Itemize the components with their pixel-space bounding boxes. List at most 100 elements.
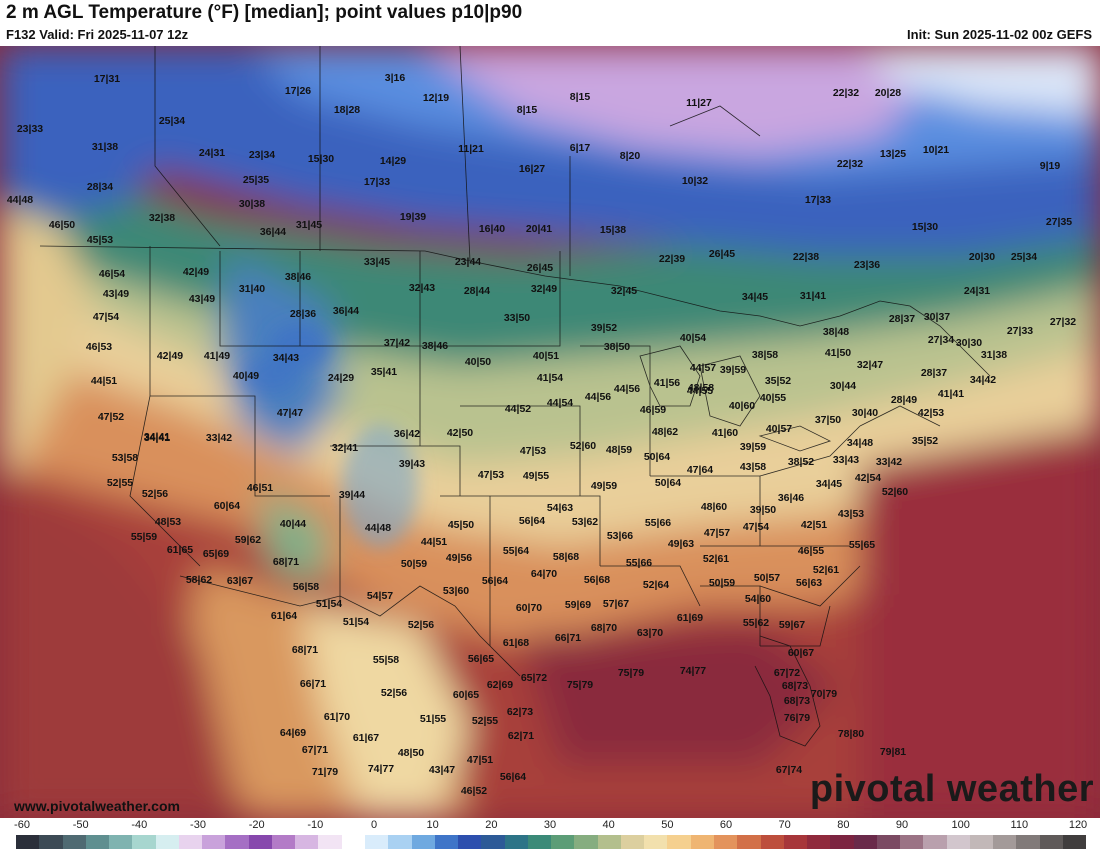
point-value-label: 46|54 [99,268,125,280]
point-value-label: 17|33 [364,176,390,188]
point-value-label: 46|50 [49,219,75,231]
point-value-label: 62|69 [487,679,513,691]
point-value-label: 38|46 [422,340,448,352]
point-value-label: 22|38 [793,251,819,263]
point-value-label: 59|67 [779,619,805,631]
point-value-label: 56|65 [468,653,494,665]
point-value-label: 33|42 [876,456,902,468]
point-value-label: 42|49 [157,350,183,362]
point-value-label: 49|63 [668,538,694,550]
point-value-label: 63|70 [637,627,663,639]
point-value-label: 48|59 [606,444,632,456]
point-value-label: 28|37 [889,313,915,325]
point-value-label: 46|59 [640,404,666,416]
colorbar-swatch [876,835,901,849]
point-value-label: 39|59 [720,364,746,376]
point-value-label: 23|36 [854,259,880,271]
point-value-label: 54|63 [547,502,573,514]
point-value-label: 39|59 [740,441,766,453]
point-value-label: 44|55 [687,385,713,397]
colorbar-swatch [318,835,342,849]
point-value-label: 24|31 [964,285,990,297]
colorbar-swatch [155,835,179,849]
point-value-label: 31|38 [981,349,1007,361]
point-value-label: 50|64 [644,451,670,463]
point-value-label: 46|51 [247,482,273,494]
point-value-label: 32|47 [857,359,883,371]
point-value-label: 70|79 [811,688,837,700]
colorbar-swatch [551,835,575,849]
point-value-label: 10|21 [923,144,949,156]
point-value-label: 43|53 [838,508,864,520]
point-value-label: 39|43 [399,458,425,470]
point-value-label: 53|60 [443,585,469,597]
point-value-label: 30|44 [830,380,856,392]
point-value-label: 50|57 [754,572,780,584]
colorbar-swatch [16,835,40,849]
brand-watermark: pivotal weather [809,768,1094,810]
point-value-label: 15|30 [308,153,334,165]
colorbar-swatch [993,835,1017,849]
point-value-label: 52|55 [107,477,133,489]
point-value-label: 56|64 [500,771,526,783]
point-value-label: 55|66 [645,517,671,529]
lake-patches [242,324,418,548]
point-value-label: 51|55 [420,713,446,725]
point-value-label: 38|52 [788,456,814,468]
point-value-label: 75|79 [618,667,644,679]
colorbar-tick-label: 120 [1068,819,1088,831]
point-value-label: 40|55 [760,392,786,404]
point-value-label: 31|38 [92,141,118,153]
point-value-label: 50|64 [655,477,681,489]
point-value-label: 28|37 [921,367,947,379]
colorbar-swatch [969,835,994,849]
point-value-label: 48|58 [688,382,714,394]
point-value-label: 38|46 [285,271,311,283]
point-value-label: 61|64 [271,610,297,622]
colorbar-tick-label: -30 [190,819,206,831]
point-value-label: 30|40 [852,407,878,419]
point-value-label: 68|70 [591,622,617,634]
point-value-label: 64|70 [531,568,557,580]
point-value-label: 32|49 [531,283,557,295]
website-url: www.pivotalweather.com [14,798,180,814]
colorbar-swatch [62,835,86,849]
point-value-label: 38|48 [823,326,849,338]
point-value-label: 71|79 [312,766,338,778]
point-value-label: 16|27 [519,163,545,175]
point-value-label: 40|57 [766,423,792,435]
point-value-label: 53|66 [607,530,633,542]
point-value-label: 44|51 [421,536,447,548]
point-value-label: 55|66 [626,557,652,569]
point-value-label: 30|38 [239,198,265,210]
point-value-label: 42|49 [183,266,209,278]
point-value-label: 11|27 [686,97,712,109]
colorbar-tick-label: 50 [661,819,674,831]
point-value-label: 52|61 [703,553,729,565]
colorbar-swatch [713,835,738,849]
point-value-label: 25|34 [1011,251,1037,263]
point-value-label: 31|40 [239,283,265,295]
point-value-label: 6|17 [570,142,591,154]
point-value-label: 8|20 [620,150,641,162]
point-value-label: 56|64 [482,575,508,587]
point-value-label: 27|32 [1050,316,1076,328]
point-value-label: 17|33 [805,194,831,206]
point-value-label: 41|56 [654,377,680,389]
temperature-map[interactable]: 17|31 17|26 3|16 12|19 8|15 8|15 11|27 22|32 20|… [0,46,1100,818]
point-value-label: 54|60 [745,593,771,605]
point-value-label: 62|73 [507,706,533,718]
colorbar: -60 -50 -40 -30 -20 -10 0 10 20 30 40 50 60 70 80 90 100… [0,818,1100,850]
colorbar-tick-label: -10 [307,819,324,831]
colorbar-swatch [690,835,714,849]
point-value-label: 52|56 [408,619,434,631]
point-value-label: 47|53 [520,445,546,457]
colorbar-swatch [178,835,203,849]
point-value-label: 48|60 [701,501,727,513]
point-value-label: 27|33 [1007,325,1033,337]
colorbar-swatch [760,835,784,849]
point-value-label: 47|47 [277,407,303,419]
point-value-label: 18|28 [334,104,360,116]
point-value-label: 23|44 [455,256,481,268]
colorbar-tick-label: 90 [895,819,909,831]
